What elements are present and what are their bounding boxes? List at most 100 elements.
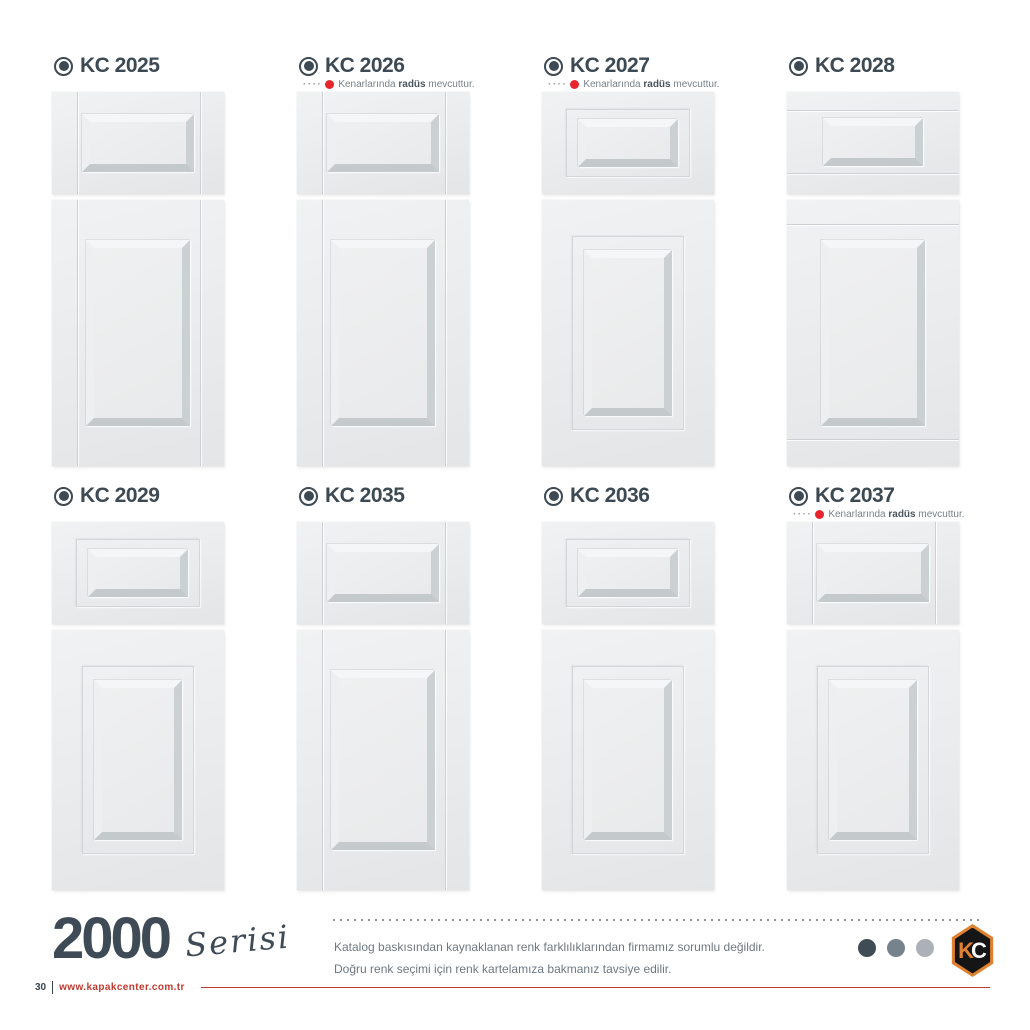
product-row-1: KC 2025 KC 2026 ···· Kenarlarında radüs … bbox=[52, 54, 959, 466]
footer-divider bbox=[52, 981, 54, 994]
product-row-2: KC 2029 KC 2035 KC 2036 bbox=[52, 484, 965, 890]
panel-frame bbox=[566, 539, 690, 607]
product-card-kc2036: KC 2036 bbox=[542, 484, 714, 890]
product-card-kc2037: KC 2037 ···· Kenarlarında radüs mevcuttu… bbox=[787, 484, 965, 890]
bullet-icon bbox=[54, 486, 73, 506]
drawer-front-image bbox=[787, 92, 959, 194]
raised-panel bbox=[829, 680, 917, 840]
raised-panel bbox=[817, 544, 929, 602]
radius-note: ···· Kenarlarında radüs mevcuttur. bbox=[793, 508, 965, 520]
panel-frame bbox=[817, 666, 929, 854]
footer: 30 www.kapakcenter.com.tr bbox=[35, 981, 990, 994]
product-code: KC 2037 bbox=[815, 484, 895, 507]
bullet-icon bbox=[299, 486, 318, 506]
product-title: KC 2027 bbox=[542, 54, 714, 77]
door-image bbox=[542, 630, 714, 890]
bullet-icon bbox=[544, 486, 563, 506]
door-image bbox=[297, 200, 469, 466]
drawer-front-image bbox=[297, 92, 469, 194]
hexagon-fill bbox=[954, 927, 991, 974]
product-card-kc2029: KC 2029 bbox=[52, 484, 224, 890]
red-dot-icon bbox=[325, 80, 335, 89]
raised-panel bbox=[82, 114, 194, 172]
pagination-dot bbox=[858, 939, 876, 957]
panel-frame bbox=[572, 236, 684, 430]
panel-frame bbox=[566, 109, 690, 177]
note-slot bbox=[58, 79, 224, 90]
raised-panel bbox=[327, 114, 439, 172]
bullet-icon bbox=[299, 56, 318, 76]
raised-panel bbox=[327, 544, 439, 602]
product-card-kc2025: KC 2025 bbox=[52, 54, 224, 466]
bullet-icon bbox=[544, 56, 563, 76]
drawer-front-image bbox=[542, 92, 714, 194]
door-image bbox=[297, 630, 469, 890]
bullet-icon bbox=[789, 56, 808, 76]
product-title: KC 2029 bbox=[52, 484, 224, 507]
drawer-front-image bbox=[52, 522, 224, 624]
raised-panel bbox=[578, 119, 678, 167]
product-code: KC 2027 bbox=[570, 54, 650, 77]
product-title: KC 2036 bbox=[542, 484, 714, 507]
footer-rule bbox=[200, 987, 990, 988]
product-title: KC 2026 bbox=[297, 54, 469, 77]
product-code: KC 2029 bbox=[80, 484, 160, 507]
note-text: Kenarlarında radüs mevcuttur. bbox=[828, 509, 965, 520]
product-title: KC 2037 bbox=[787, 484, 959, 507]
raised-panel bbox=[578, 549, 678, 597]
note-text: Kenarlarında radüs mevcuttur. bbox=[583, 79, 720, 90]
red-dot-icon bbox=[815, 510, 825, 519]
note-slot bbox=[58, 509, 224, 520]
pagination-dot bbox=[916, 939, 934, 957]
raised-panel bbox=[86, 240, 190, 426]
product-card-kc2026: KC 2026 ···· Kenarlarında radüs mevcuttu… bbox=[297, 54, 475, 466]
raised-panel bbox=[584, 250, 672, 416]
raised-panel bbox=[584, 680, 672, 840]
raised-panel bbox=[331, 670, 435, 850]
product-title: KC 2035 bbox=[297, 484, 469, 507]
raised-panel bbox=[821, 240, 925, 426]
note-text: Kenarlarında radüs mevcuttur. bbox=[338, 79, 475, 90]
panel-frame bbox=[76, 539, 200, 607]
product-code: KC 2026 bbox=[325, 54, 405, 77]
product-code: KC 2025 bbox=[80, 54, 160, 77]
panel-frame bbox=[82, 666, 194, 854]
series-number: 2000 bbox=[52, 906, 172, 971]
pagination-dots bbox=[858, 939, 934, 957]
pagination-dot bbox=[887, 939, 905, 957]
disclaimer-line-2: Doğru renk seçimi için renk kartelamıza … bbox=[334, 962, 672, 976]
door-image bbox=[787, 630, 959, 890]
door-image bbox=[52, 630, 224, 890]
drawer-front-image bbox=[297, 522, 469, 624]
door-image bbox=[787, 200, 959, 466]
radius-note: ···· Kenarlarında radüs mevcuttur. bbox=[548, 78, 720, 90]
raised-panel bbox=[94, 680, 182, 840]
bullet-icon bbox=[789, 486, 808, 506]
radius-note: ···· Kenarlarında radüs mevcuttur. bbox=[303, 78, 475, 90]
dotted-separator bbox=[333, 919, 981, 921]
page-number: 30 bbox=[35, 982, 47, 993]
product-title: KC 2025 bbox=[52, 54, 224, 77]
raised-panel bbox=[331, 240, 435, 426]
drawer-front-image bbox=[542, 522, 714, 624]
bullet-icon bbox=[54, 56, 73, 76]
product-code: KC 2028 bbox=[815, 54, 895, 77]
series-word: Serisi bbox=[183, 917, 292, 965]
red-dot-icon bbox=[570, 80, 580, 89]
product-title: KC 2028 bbox=[787, 54, 959, 77]
website-url: www.kapakcenter.com.tr bbox=[59, 982, 185, 993]
product-code: KC 2035 bbox=[325, 484, 405, 507]
drawer-front-image bbox=[787, 522, 959, 624]
note-slot bbox=[303, 509, 469, 520]
product-card-kc2028: KC 2028 bbox=[787, 54, 959, 466]
raised-panel bbox=[88, 549, 188, 597]
product-card-kc2027: KC 2027 ···· Kenarlarında radüs mevcuttu… bbox=[542, 54, 720, 466]
drawer-front-image bbox=[52, 92, 224, 194]
door-image bbox=[52, 200, 224, 466]
note-slot bbox=[548, 509, 714, 520]
raised-panel bbox=[823, 118, 923, 166]
disclaimer: Katalog baskısından kaynaklanan renk far… bbox=[334, 936, 765, 980]
